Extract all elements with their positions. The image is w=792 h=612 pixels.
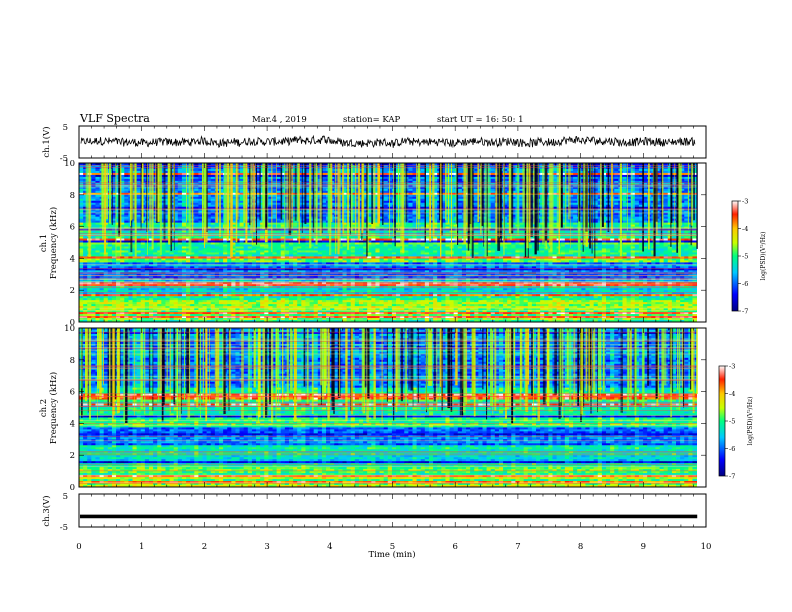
ch1-ytick-top: 5: [63, 123, 68, 133]
colorbar-tick-label: -7: [742, 308, 748, 316]
ch3-waveform-ylabel: ch.3(V): [41, 495, 52, 526]
y-tick-label: 4: [70, 419, 75, 429]
x-tick-label: 9: [641, 542, 646, 552]
colorbar-tick-label: -4: [729, 390, 735, 398]
x-tick-label: 0: [76, 542, 81, 552]
x-tick-label: 7: [515, 542, 520, 552]
colorbar-tick-label: -5: [742, 253, 748, 261]
ch3-ytick-top: 5: [63, 492, 68, 502]
x-axis-label: Time (min): [368, 549, 415, 560]
colorbar-tick-label: -3: [742, 198, 748, 206]
y-tick-label: 6: [70, 388, 75, 398]
colorbar-tick-label: -7: [729, 473, 735, 481]
date-label: Mar.4 , 2019: [252, 115, 307, 125]
colorbar-tick-label: -5: [729, 418, 735, 426]
ch3-waveform-x-ticks: [78, 494, 707, 527]
y-tick-label: 0: [70, 483, 75, 493]
y-tick-label: 8: [70, 356, 75, 366]
ch2-spectrogram-ylabel-channel: ch.2: [39, 399, 49, 417]
ch3-waveform-line: [80, 514, 698, 519]
ch2-colorbar-label: log(PSD)(V²/Hz): [747, 397, 754, 446]
x-tick-label: 6: [452, 542, 457, 552]
ch2-colorbar: [718, 365, 726, 477]
start-time-label: start UT = 16: 50: 1: [437, 115, 524, 125]
ch1-spectrogram-ylabel-channel: ch.1: [39, 234, 49, 252]
ch1-waveform-x-ticks: [78, 126, 707, 158]
x-tick-label: 2: [202, 542, 207, 552]
x-axis-tick-labels: 0 1 2 3 4 5 6 7 8 9 10: [76, 542, 711, 552]
colorbar-tick-label: -4: [742, 225, 748, 233]
figure-title: VLF Spectra: [79, 112, 150, 125]
ch1-waveform-panel: 5 -5 ch.1(V): [41, 123, 707, 164]
x-tick-label: 3: [264, 542, 269, 552]
colorbar-tick-label: -3: [729, 363, 735, 371]
ch2-spectrogram-image: [79, 328, 698, 487]
colorbar-tick-label: -6: [742, 280, 748, 288]
y-tick-label: 8: [70, 191, 75, 201]
ch1-ytick-bottom: -5: [60, 154, 68, 164]
ch2-colorbar-ticks: -3 -4 -5 -6 -7: [725, 363, 735, 481]
ch1-colorbar-label: log(PSD)(V²/Hz): [760, 232, 767, 281]
y-tick-label: 6: [70, 223, 75, 233]
y-tick-label: 2: [70, 451, 75, 461]
ch2-spectrogram-x-ticks: [78, 328, 707, 487]
y-tick-label: 10: [64, 324, 75, 334]
x-tick-label: 10: [701, 542, 712, 552]
y-tick-label: 10: [64, 159, 75, 169]
station-label: station= KAP: [343, 115, 401, 125]
x-tick-label: 4: [327, 542, 332, 552]
y-tick-label: 4: [70, 254, 75, 264]
ch1-waveform-line: [80, 134, 696, 149]
x-tick-label: 1: [139, 542, 144, 552]
y-tick-label: 2: [70, 286, 75, 296]
ch1-waveform-ylabel: ch.1(V): [41, 126, 52, 157]
ch3-ytick-bottom: -5: [60, 523, 68, 533]
ch2-spectrogram-y-ticks: 0 2 4 6 8 10: [64, 324, 706, 493]
y-tick-label: 0: [70, 318, 75, 328]
ch1-colorbar: [731, 200, 739, 312]
ch1-spectrogram-ylabel-frequency: Frequency (kHz): [48, 207, 59, 279]
ch2-spectrogram-ylabel-frequency: Frequency (kHz): [48, 372, 59, 444]
x-tick-label: 8: [578, 542, 583, 552]
x-tick-label: 5: [390, 542, 395, 552]
ch1-colorbar-ticks: -3 -4 -5 -6 -7: [738, 198, 748, 316]
ch3-waveform-panel: 5 -5 ch.3(V): [41, 492, 707, 533]
ch1-spectrogram-x-ticks: [78, 163, 707, 322]
ch1-spectrogram-y-ticks: 0 2 4 6 8 10: [64, 159, 706, 328]
ch1-spectrogram-image: [79, 163, 698, 322]
colorbar-tick-label: -6: [729, 445, 735, 453]
